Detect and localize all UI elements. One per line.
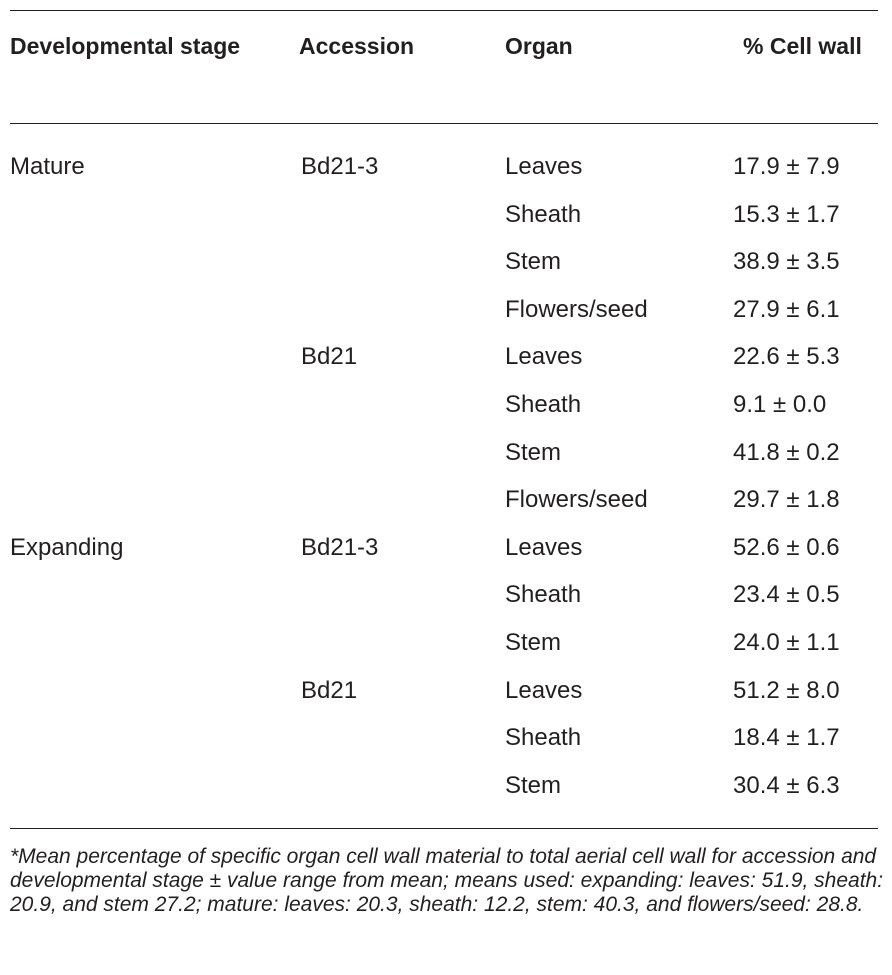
cell-cell-wall: 51.2 ± 8.0 [733, 677, 840, 704]
cell-cell-wall: 18.4 ± 1.7 [733, 724, 840, 751]
cell-organ: Flowers/seed [505, 486, 648, 513]
header-cell-wall: % Cell wall [743, 33, 862, 59]
cell-cell-wall: 41.8 ± 0.2 [733, 439, 840, 466]
cell-stage: Expanding [10, 534, 124, 561]
cell-organ: Sheath [505, 391, 582, 418]
cell-cell-wall: 38.9 ± 3.5 [733, 248, 840, 275]
cell-organ: Sheath [505, 581, 582, 608]
cell-organ: Leaves [505, 343, 583, 370]
cell-cell-wall: 23.4 ± 0.5 [733, 581, 840, 608]
top-rule [10, 10, 878, 11]
cell-cell-wall: 29.7 ± 1.8 [733, 486, 840, 513]
cell-accession: Bd21 [301, 677, 358, 704]
header-developmental-stage: Developmental stage [10, 33, 241, 59]
cell-organ: Sheath [505, 201, 582, 228]
cell-cell-wall: 30.4 ± 6.3 [733, 772, 840, 799]
cell-cell-wall: 17.9 ± 7.9 [733, 153, 840, 180]
cell-organ: Flowers/seed [505, 296, 648, 323]
cell-stage: Mature [10, 153, 85, 180]
bottom-rule [10, 828, 878, 829]
cell-cell-wall: 27.9 ± 6.1 [733, 296, 840, 323]
cell-organ: Stem [505, 772, 562, 799]
cell-accession: Bd21-3 [301, 153, 379, 180]
cell-organ: Stem [505, 248, 562, 275]
header-accession: Accession [299, 33, 415, 59]
cell-cell-wall: 15.3 ± 1.7 [733, 201, 840, 228]
cell-accession: Bd21 [301, 343, 358, 370]
cell-organ: Stem [505, 439, 562, 466]
header-rule [10, 123, 878, 124]
table-footnote: *Mean percentage of specific organ cell … [10, 845, 884, 916]
cell-cell-wall: 24.0 ± 1.1 [733, 629, 840, 656]
cell-organ: Sheath [505, 724, 582, 751]
cell-organ: Stem [505, 629, 562, 656]
cell-cell-wall: 22.6 ± 5.3 [733, 343, 840, 370]
cell-organ: Leaves [505, 534, 583, 561]
cell-organ: Leaves [505, 153, 583, 180]
header-organ: Organ [505, 33, 573, 59]
cell-cell-wall: 9.1 ± 0.0 [733, 391, 827, 418]
cell-organ: Leaves [505, 677, 583, 704]
cell-cell-wall: 52.6 ± 0.6 [733, 534, 840, 561]
cell-accession: Bd21-3 [301, 534, 379, 561]
